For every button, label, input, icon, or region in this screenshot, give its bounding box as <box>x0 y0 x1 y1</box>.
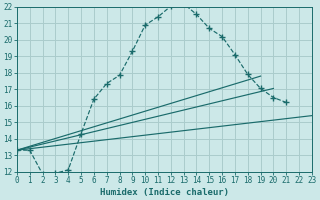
X-axis label: Humidex (Indice chaleur): Humidex (Indice chaleur) <box>100 188 229 197</box>
